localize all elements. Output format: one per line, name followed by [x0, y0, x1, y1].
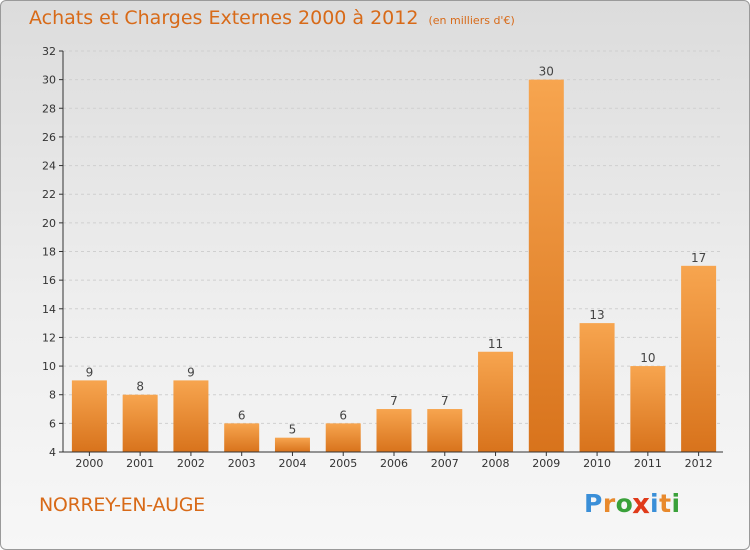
- logo-letter: i: [650, 489, 660, 518]
- bar: [579, 323, 615, 452]
- y-tick-label: 16: [42, 274, 56, 287]
- labels: 4 6 8 10 12 14 16 18 20 22 24 26 28 30 32 2000 9 2001 8 200…: [42, 45, 713, 470]
- data-label: 11: [488, 337, 503, 351]
- axes: [59, 50, 723, 456]
- y-tick-label: 26: [42, 131, 56, 144]
- x-tick-label: 2009: [532, 457, 560, 470]
- bar: [681, 265, 717, 452]
- y-tick-label: 14: [42, 303, 56, 316]
- data-label: 7: [390, 394, 398, 408]
- data-label: 10: [640, 351, 655, 365]
- x-tick-label: 2003: [228, 457, 256, 470]
- y-tick-label: 28: [42, 102, 56, 115]
- y-tick-label: 6: [49, 417, 56, 430]
- y-tick-label: 18: [42, 246, 56, 259]
- y-tick-label: 20: [42, 217, 56, 230]
- bar: [325, 423, 361, 452]
- x-tick-label: 2002: [177, 457, 205, 470]
- y-tick-label: 32: [42, 45, 56, 58]
- data-label: 8: [136, 380, 144, 394]
- commune-name: NORREY-EN-AUGE: [39, 494, 205, 516]
- y-tick-label: 22: [42, 188, 56, 201]
- data-label: 30: [539, 65, 554, 79]
- chart-unit: (en milliers d'€): [428, 14, 515, 27]
- y-tick-label: 8: [49, 389, 56, 402]
- bar: [427, 409, 463, 452]
- bar: [376, 409, 412, 452]
- x-tick-label: 2001: [126, 457, 154, 470]
- chart-title: Achats et Charges Externes 2000 à 2012 (e…: [29, 7, 515, 29]
- y-tick-label: 12: [42, 331, 56, 344]
- grid-lines: [63, 50, 723, 424]
- x-tick-label: 2011: [634, 457, 662, 470]
- bar: [71, 380, 107, 452]
- logo-letter: x: [632, 487, 651, 520]
- data-label: 6: [339, 408, 347, 422]
- bar: [528, 79, 564, 453]
- data-label: 9: [86, 365, 94, 379]
- logo-letter: r: [602, 489, 616, 518]
- data-label: 9: [187, 365, 195, 379]
- bar: [173, 380, 209, 452]
- y-tick-label: 30: [42, 74, 56, 87]
- x-tick-label: 2004: [278, 457, 306, 470]
- x-tick-label: 2005: [329, 457, 357, 470]
- data-label: 7: [441, 394, 449, 408]
- bars: [71, 79, 717, 453]
- data-label: 13: [589, 308, 604, 322]
- data-label: 5: [289, 423, 297, 437]
- y-tick-label: 10: [42, 360, 56, 373]
- y-tick-label: 4: [49, 446, 56, 459]
- bar: [478, 351, 514, 452]
- logo-letter: P: [584, 489, 603, 518]
- data-label: 17: [691, 251, 706, 265]
- y-tick-label: 24: [42, 160, 56, 173]
- proxiti-logo: Proxiti: [584, 487, 681, 520]
- x-tick-label: 2006: [380, 457, 408, 470]
- bar: [630, 366, 666, 452]
- data-label: 6: [238, 408, 246, 422]
- x-tick-label: 2000: [75, 457, 103, 470]
- logo-letter: o: [615, 489, 634, 518]
- x-tick-label: 2010: [583, 457, 611, 470]
- x-tick-label: 2012: [685, 457, 713, 470]
- x-tick-label: 2008: [482, 457, 510, 470]
- logo-letter: t: [659, 489, 672, 518]
- bar: [122, 394, 158, 452]
- logo-letter: i: [671, 489, 681, 518]
- x-tick-label: 2007: [431, 457, 459, 470]
- chart-title-text: Achats et Charges Externes 2000 à 2012: [29, 7, 419, 29]
- bar: [224, 423, 260, 452]
- bar: [274, 437, 310, 452]
